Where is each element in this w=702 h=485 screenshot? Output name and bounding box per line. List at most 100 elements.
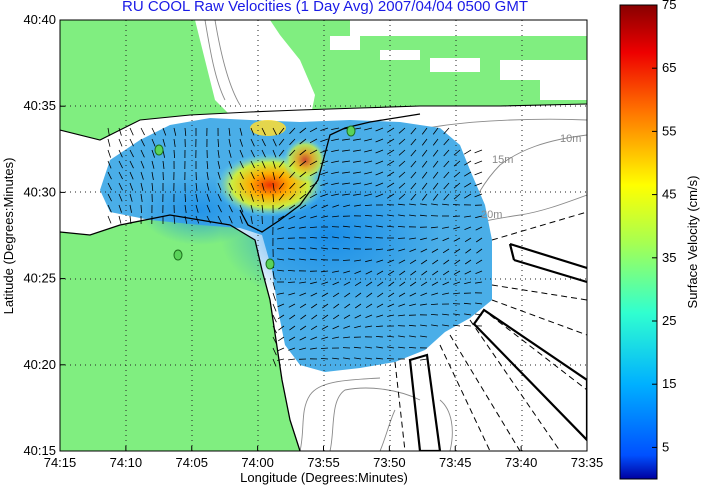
velocity-vector bbox=[173, 215, 176, 225]
velocity-vector bbox=[442, 270, 450, 276]
velocity-vector bbox=[288, 336, 296, 341]
velocity-vector bbox=[343, 236, 351, 239]
velocity-vector bbox=[129, 149, 134, 158]
velocity-vector bbox=[387, 346, 395, 349]
velocity-vector bbox=[375, 193, 384, 198]
velocity-vector bbox=[344, 292, 351, 298]
velocity-vector bbox=[365, 314, 373, 318]
velocity-vector bbox=[184, 193, 186, 203]
velocity-vector bbox=[332, 236, 340, 239]
x-tick-label: 73:50 bbox=[373, 455, 406, 470]
velocity-vector bbox=[343, 357, 351, 360]
velocity-vector bbox=[288, 258, 296, 261]
velocity-vector bbox=[118, 127, 122, 136]
velocity-vector bbox=[409, 259, 417, 265]
velocity-vector bbox=[320, 127, 329, 131]
velocity-vector bbox=[277, 258, 285, 261]
velocity-vector bbox=[431, 292, 439, 296]
velocity-vector bbox=[386, 358, 395, 360]
velocity-vector bbox=[365, 270, 373, 275]
x-tick-label: 74:05 bbox=[175, 455, 208, 470]
velocity-vector bbox=[353, 149, 362, 152]
velocity-vector bbox=[432, 171, 439, 179]
velocity-vector bbox=[475, 226, 483, 231]
velocity-vector bbox=[475, 215, 483, 219]
velocity-vector bbox=[376, 346, 384, 349]
velocity-vector bbox=[321, 204, 329, 209]
velocity-vector bbox=[353, 346, 362, 349]
velocity-vector bbox=[420, 281, 428, 287]
velocity-vector bbox=[206, 193, 210, 202]
velocity-vector bbox=[463, 325, 472, 327]
velocity-vector bbox=[228, 171, 233, 180]
velocity-vector bbox=[309, 258, 318, 261]
velocity-vector bbox=[353, 160, 362, 163]
velocity-vector bbox=[272, 270, 275, 279]
velocity-vector bbox=[386, 160, 395, 166]
velocity-vector bbox=[321, 247, 329, 250]
velocity-vector bbox=[239, 127, 243, 136]
velocity-vector bbox=[322, 314, 329, 320]
velocity-vector bbox=[288, 358, 296, 361]
contour-label-20m: 20m bbox=[481, 209, 502, 221]
velocity-vector bbox=[354, 303, 362, 309]
velocity-vector bbox=[278, 138, 285, 146]
velocity-vector bbox=[409, 214, 417, 217]
velocity-vector bbox=[364, 204, 373, 206]
velocity-vector bbox=[289, 193, 296, 201]
velocity-vector bbox=[375, 357, 384, 360]
velocity-vector bbox=[474, 160, 483, 165]
velocity-vector bbox=[239, 193, 244, 202]
velocity-vector bbox=[288, 347, 296, 351]
velocity-vector bbox=[129, 182, 134, 191]
map-area bbox=[60, 20, 587, 451]
velocity-vector bbox=[129, 138, 134, 147]
velocity-vector bbox=[217, 138, 219, 148]
velocity-vector bbox=[386, 193, 395, 199]
velocity-vector bbox=[431, 248, 439, 253]
velocity-vector bbox=[453, 149, 461, 156]
velocity-vector bbox=[421, 270, 428, 276]
contour-label-15m: 15m bbox=[492, 154, 513, 166]
colorbar-tick-label: 25 bbox=[662, 313, 676, 328]
velocity-vector bbox=[364, 182, 373, 186]
y-tick-label: 40:15 bbox=[23, 443, 56, 458]
velocity-vector bbox=[421, 127, 428, 135]
velocity-vector bbox=[321, 336, 329, 340]
velocity-vector bbox=[239, 182, 244, 191]
velocity-vector bbox=[309, 160, 318, 166]
velocity-vector bbox=[375, 149, 384, 154]
velocity-vector bbox=[206, 160, 209, 170]
velocity-vector bbox=[375, 248, 384, 251]
velocity-vector bbox=[353, 138, 362, 141]
velocity-vector bbox=[320, 160, 329, 164]
velocity-vector bbox=[118, 160, 123, 169]
velocity-vector bbox=[420, 259, 428, 265]
velocity-vector bbox=[364, 215, 373, 217]
velocity-vector bbox=[310, 336, 318, 340]
velocity-vector bbox=[365, 259, 373, 263]
velocity-vector bbox=[353, 171, 362, 174]
velocity-vector bbox=[475, 259, 483, 265]
y-tick-label: 40:30 bbox=[23, 184, 56, 199]
velocity-vector bbox=[421, 138, 428, 146]
velocity-vector bbox=[310, 292, 318, 297]
velocity-vector bbox=[300, 314, 307, 320]
velocity-vector bbox=[299, 204, 307, 210]
velocity-vector bbox=[217, 204, 222, 213]
velocity-vector bbox=[453, 281, 461, 285]
velocity-vector bbox=[342, 149, 351, 152]
velocity-vector bbox=[289, 182, 296, 190]
velocity-vector bbox=[287, 281, 296, 283]
velocity-vector bbox=[277, 215, 285, 220]
velocity-vector bbox=[465, 248, 472, 254]
velocity-vector bbox=[277, 269, 285, 272]
velocity-vector bbox=[420, 203, 428, 206]
velocity-vector bbox=[288, 292, 296, 296]
velocity-vector bbox=[320, 149, 329, 153]
coastline bbox=[60, 214, 301, 451]
velocity-vector bbox=[432, 127, 439, 135]
velocity-vector bbox=[387, 292, 395, 298]
velocity-vector bbox=[386, 127, 395, 133]
velocity-vector bbox=[250, 160, 255, 169]
